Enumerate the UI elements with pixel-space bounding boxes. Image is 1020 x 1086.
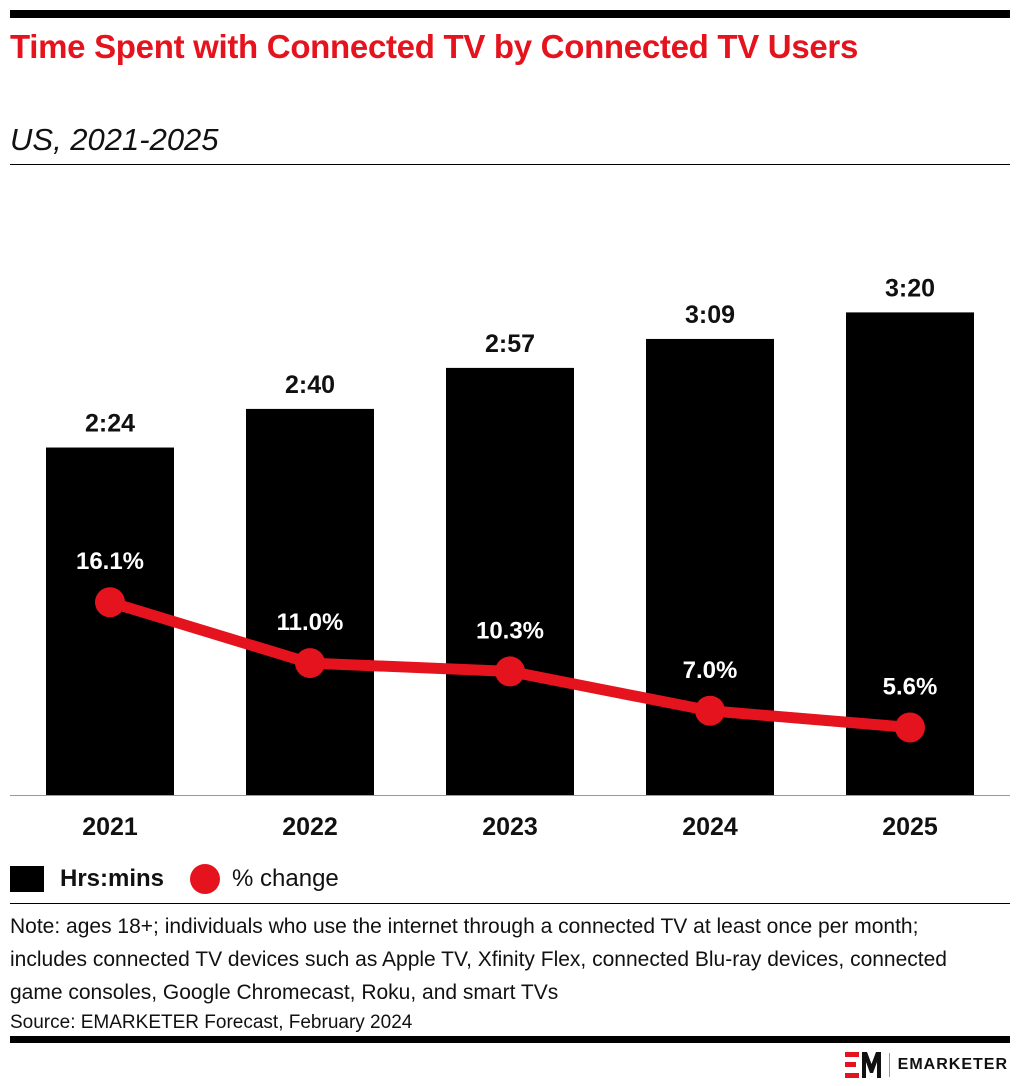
pct-change-point-2023: [495, 656, 525, 687]
pct-change-label-2021: 16.1%: [76, 548, 144, 575]
bar-value-label-2023: 2:57: [485, 330, 535, 358]
chart-title: Time Spent with Connected TV by Connecte…: [10, 28, 859, 65]
pct-change-point-2022: [295, 648, 325, 679]
top-rule: [10, 10, 1010, 18]
pct-change-label-2024: 7.0%: [683, 657, 738, 684]
pct-change-label-2023: 10.3%: [476, 617, 544, 644]
legend-dot-swatch: [190, 864, 221, 894]
brand-name: EMARKETER: [897, 1056, 1008, 1073]
pct-change-label-2025: 5.6%: [883, 673, 938, 700]
x-tick-label-2023: 2023: [482, 813, 538, 841]
footer-divider: [10, 903, 1010, 904]
bar-value-label-2021: 2:24: [85, 410, 135, 438]
pct-change-point-2021: [95, 587, 125, 618]
bar-2022: [246, 408, 374, 795]
chart-area: 2:24 2:40 2:57 3:09 3:20 2021 2022 2023 2024 2025…: [10, 274, 1010, 841]
bar-value-label-2025: 3:20: [885, 274, 935, 302]
emarketer-logo-icon: [844, 1052, 881, 1078]
brand-divider: [888, 1053, 890, 1077]
bar-2021: [46, 447, 174, 795]
title-divider: [10, 164, 1010, 165]
legend-line-label: % change: [232, 865, 339, 892]
bar-value-label-2024: 3:09: [685, 301, 735, 329]
bar-2024: [646, 338, 774, 795]
footnote: Note: ages 18+; individuals who use the …: [10, 915, 947, 1004]
x-tick-label-2024: 2024: [682, 813, 738, 841]
chart-subtitle: US, 2021-2025: [10, 122, 219, 157]
legend-item-bars: Hrs:mins: [10, 865, 164, 893]
bar-2023: [446, 367, 574, 795]
legend-bar-swatch: [10, 866, 44, 892]
pct-change-label-2022: 11.0%: [277, 609, 344, 636]
legend: Hrs:mins % change: [10, 862, 365, 896]
legend-bar-label: Hrs:mins: [60, 865, 165, 892]
pct-change-point-2024: [695, 695, 725, 726]
bottom-rule: [10, 1036, 1010, 1043]
pct-change-point-2025: [895, 712, 925, 743]
x-tick-label-2025: 2025: [882, 813, 938, 841]
x-tick-label-2021: 2021: [82, 813, 138, 841]
bar-value-label-2022: 2:40: [285, 371, 335, 399]
brand: EMARKETER: [844, 1052, 1008, 1078]
source-line: Source: EMARKETER Forecast, February 202…: [10, 1012, 413, 1033]
x-tick-label-2022: 2022: [282, 813, 338, 841]
legend-item-line: % change: [190, 864, 339, 894]
